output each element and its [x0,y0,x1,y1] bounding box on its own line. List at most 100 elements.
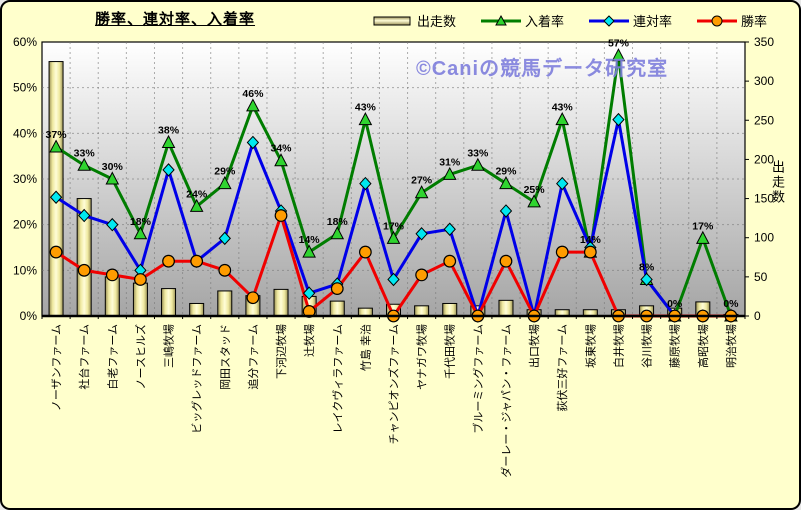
triangle-marker [274,153,288,167]
legend-item-win: 勝率 [696,11,767,30]
diamond-marker [106,217,119,232]
chart-legend: 出走数 入着率 連対率 勝率 [372,11,767,30]
triangle-marker [105,171,120,185]
point-label: 17% [692,220,714,232]
legend-label-quinella: 連対率 [633,14,673,29]
y-tick-label-right: 50 [754,270,768,284]
point-label: 17% [383,220,405,232]
y-tick-label-right: 350 [754,35,774,49]
triangle-marker [246,98,260,112]
x-category-label: ダーレー・ジャパン・ファーム [499,324,513,478]
triangle-marker [695,230,710,244]
x-category-label: 藤原牧場 [668,324,682,368]
bar [273,288,289,317]
circle-marker [49,245,63,259]
x-category-label: 出口牧場 [527,324,541,368]
circle-marker [218,263,232,277]
x-category-label: ヤナガワ牧場 [415,324,429,390]
triangle-marker [161,134,176,148]
circle-marker [105,268,119,282]
legend-item-placing: 入着率 [480,11,564,30]
triangle-marker [386,230,401,244]
triangle-marker [527,194,541,208]
bar [189,302,205,317]
triangle-marker [330,226,345,240]
circle-marker [134,273,147,286]
diamond-marker [387,272,400,287]
x-category-label: 谷川牧場 [640,324,654,368]
point-label: 25% [524,184,546,196]
triangle-marker [471,157,485,171]
x-category-label: 荻伏三好ファーム [555,324,569,412]
point-label: 33% [74,147,96,159]
point-label: 14% [580,234,602,246]
triangle-marker [77,157,92,171]
x-category-label: 辻牧場 [302,324,316,357]
x-category-label: ブルーミングファーム [471,324,485,434]
point-label: 37% [46,129,68,141]
diamond-marker [415,227,428,241]
point-label: 14% [299,234,321,246]
point-label: 57% [608,38,630,50]
chart-title: 勝率、連対率、入着率 [95,11,256,28]
diamond-marker [78,208,91,223]
x-category-label: 追分ファーム [246,324,260,390]
x-category-label: ノースヒルズ [133,324,147,389]
x-category-label: 明治牧場 [724,324,738,368]
point-label: 46% [242,88,264,100]
circle-marker [77,263,91,277]
triangle-marker [133,226,148,240]
circle-marker [415,268,429,282]
diamond-marker [246,135,260,150]
point-label: 18% [327,216,349,228]
right-axis-title: 出走数 [770,160,785,205]
point-label: 33% [467,147,489,159]
x-category-label: 坂東牧場 [583,324,597,368]
x-category-label: ビッグレッドファーム [190,324,204,434]
triangle-marker [555,112,570,126]
circle-marker [499,254,513,268]
point-label: 43% [552,102,574,114]
triangle-marker [611,48,626,62]
legend-label-starts: 出走数 [417,14,457,29]
y-tick-label-left: 40% [13,126,37,140]
bar [132,282,148,317]
triangle-marker [414,185,429,199]
x-category-label: 竹島 幸治 [358,324,372,371]
point-label: 34% [271,143,293,155]
point-label: 27% [411,175,433,187]
triangle-marker [189,198,204,212]
legend-label-win: 勝率 [741,14,768,29]
circle-marker [330,282,344,296]
triangle-marker [302,244,316,258]
x-category-label: 白老ファーム [105,324,119,390]
diamond-marker [218,231,231,246]
bar [498,299,514,317]
point-label: 30% [102,161,124,173]
y-tick-label-left: 30% [13,172,37,186]
circle-marker [274,209,288,222]
x-category-label: 白井牧場 [611,324,625,368]
point-label: 38% [158,124,180,136]
triangle-marker [499,175,513,190]
y-tick-label-left: 20% [13,218,37,232]
circle-marker [583,245,597,259]
diamond-marker [49,190,63,205]
diamond-marker [640,272,653,287]
point-label: 18% [130,216,152,228]
diamond-marker [499,204,513,218]
y-tick-label-left: 60% [13,35,37,49]
y-tick-label-left: 50% [13,81,37,95]
bar [48,61,64,317]
point-label: 43% [355,102,377,114]
diamond-marker [162,163,175,177]
point-label: 0% [723,298,739,310]
diamond-marker [612,112,625,127]
triangle-marker [358,112,373,126]
circle-marker [246,291,260,305]
triangle-marker [217,175,232,190]
triangle-marker [442,166,457,180]
y-tick-label-right: 300 [754,74,774,88]
point-label: 29% [495,166,517,178]
